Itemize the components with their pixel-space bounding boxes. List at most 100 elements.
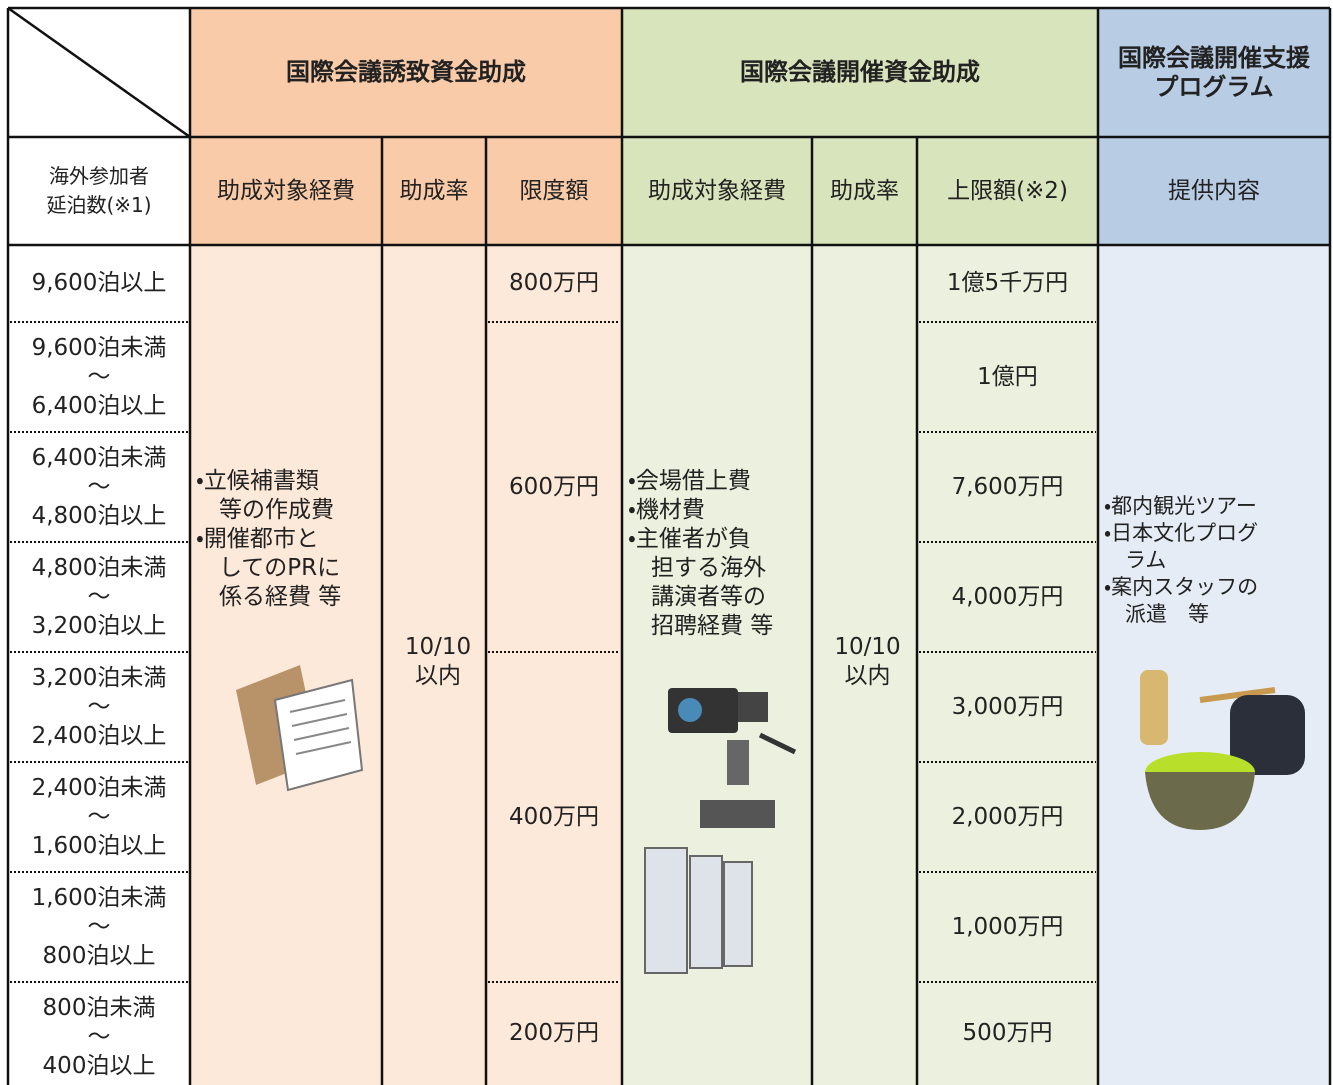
hosting-cap: 3,000万円 — [917, 652, 1098, 762]
cell-text: 500万円 — [962, 1020, 1053, 1046]
cell-text: 6,400泊未満 — [31, 444, 167, 471]
invitation-limit: 800万円 — [486, 245, 622, 322]
support-content: ・都内観光ツアー ・日本文化プログ ラム ・案内スタッフの 派遣 等 — [1098, 245, 1330, 1085]
cell-text: 2,000万円 — [951, 803, 1064, 830]
column-header: 助成対象経費 — [190, 137, 382, 245]
cell-text: 800泊以上 — [42, 942, 156, 969]
partition-illustration — [644, 847, 753, 974]
cell-text: 800泊未満 — [42, 994, 156, 1021]
cell-text: 延泊数(※1) — [46, 193, 152, 217]
column-header: 限度額 — [486, 137, 622, 245]
cell-text: 4,800泊以上 — [31, 502, 167, 529]
hosting-cap: 2,000万円 — [917, 762, 1098, 872]
cell-text: 3,200泊未満 — [31, 664, 167, 691]
cell-text: ・日本文化プログ — [1104, 521, 1259, 545]
cell-text: 以内 — [844, 663, 891, 689]
cell-text: 2,400泊未満 — [31, 774, 167, 801]
invitation-limit: 200万円 — [486, 982, 622, 1085]
cell-text: ～ — [87, 913, 111, 940]
cell-text: ～ — [87, 803, 111, 830]
cell-text: 600万円 — [509, 473, 599, 500]
cell-text: 助成率 — [830, 177, 899, 204]
cell-text: 1億5千万円 — [946, 270, 1069, 296]
cell-text: 担する海外 — [628, 555, 766, 581]
camera-illustration — [668, 688, 797, 828]
cell-text: 6,400泊以上 — [31, 392, 167, 419]
envelope-illustration — [236, 665, 364, 792]
cell-text: 1,000万円 — [951, 913, 1064, 940]
invitation-rate: 10/10 以内 — [382, 245, 486, 1085]
cell-text: 10/10 — [404, 634, 472, 660]
cell-text: 以内 — [415, 663, 461, 689]
row-label: 3,200泊未満～ 2,400泊以上 — [8, 652, 190, 762]
hosting-rate: 10/10 以内 — [812, 245, 917, 1085]
row-label: 1,600泊未満～ 800泊以上 — [8, 872, 190, 982]
hosting-cap: 1,000万円 — [917, 872, 1098, 982]
row-label: 9,600泊以上 — [8, 245, 190, 322]
cell-text: 等の作成費 — [196, 497, 334, 523]
row-label: 6,400泊未満～ 4,800泊以上 — [8, 432, 190, 542]
cell-text: 講演者等の — [628, 584, 766, 610]
cell-text: プログラム — [1154, 72, 1274, 101]
cell-text: 助成率 — [399, 177, 469, 204]
cell-text: ～ — [87, 693, 111, 720]
cell-text: 助成対象経費 — [217, 177, 355, 204]
column-header: 海外参加者延泊数(※1) — [8, 137, 190, 245]
cell-text: 係る経費 等 — [196, 584, 342, 610]
column-header: 上限額(※2) — [917, 137, 1098, 245]
cell-text: 1,600泊未満 — [31, 884, 167, 911]
cell-text: 招聘経費 等 — [628, 613, 774, 639]
cell-text: ～ — [87, 583, 111, 610]
cell-text: ～ — [87, 1023, 111, 1050]
cell-text: 9,600泊以上 — [31, 270, 167, 296]
cell-text: 9,600泊未満 — [31, 334, 167, 361]
cell-text: 3,000万円 — [951, 693, 1064, 720]
cell-text: 4,000万円 — [951, 583, 1064, 610]
cell-text: ～ — [87, 473, 111, 500]
cell-text: 400泊以上 — [42, 1052, 156, 1079]
cell-text: 国際会議開催資金助成 — [740, 58, 980, 86]
cell-text: してのPRに — [196, 555, 341, 581]
cell-text: 国際会議開催支援 — [1118, 43, 1310, 72]
column-header: 助成率 — [812, 137, 917, 245]
hosting-cap: 1億円 — [917, 322, 1098, 432]
group-header: 国際会議開催支援 プログラム — [1098, 8, 1330, 137]
cell-text: 7,600万円 — [951, 473, 1064, 500]
row-label: 9,600泊未満～ 6,400泊以上 — [8, 322, 190, 432]
hosting-cap: 4,000万円 — [917, 542, 1098, 652]
invitation-limit: 400万円 — [486, 652, 622, 982]
group-header: 国際会議誘致資金助成 — [190, 8, 622, 137]
cell-text: 限度額 — [519, 177, 589, 204]
cell-text: 上限額(※2) — [947, 177, 1068, 204]
cell-text: ・機材費 — [628, 497, 705, 523]
cell-text: ・都内観光ツアー — [1104, 494, 1257, 518]
cell-text: ・主催者が負 — [628, 526, 751, 552]
hosting-cap: 7,600万円 — [917, 432, 1098, 542]
cell-text: 400万円 — [509, 803, 599, 830]
cell-text: 海外参加者 — [49, 164, 149, 188]
cell-text: 助成対象経費 — [648, 177, 786, 204]
cell-text: ・会場借上費 — [628, 468, 751, 494]
row-label: 800泊未満～ 400泊以上 — [8, 982, 190, 1085]
cell-text: 10/10 — [834, 634, 901, 660]
row-label: 4,800泊未満～ 3,200泊以上 — [8, 542, 190, 652]
column-header: 助成対象経費 — [622, 137, 812, 245]
cell-text: 200万円 — [509, 1020, 599, 1046]
cell-text: 800万円 — [509, 270, 599, 296]
invitation-expenses: ・立候補書類 等の作成費・開催都市と してのPRに 係る経費 等 — [190, 245, 382, 1085]
cell-text: 4,800泊未満 — [31, 554, 167, 581]
cell-text: 提供内容 — [1168, 177, 1260, 204]
cell-text: 2,400泊以上 — [31, 722, 167, 749]
cell-text: ラム — [1104, 548, 1167, 572]
cell-text: ・立候補書類 — [196, 468, 319, 494]
cell-text: ・案内スタッフの — [1104, 575, 1259, 599]
cell-text: 国際会議誘致資金助成 — [286, 58, 526, 86]
group-header: 国際会議開催資金助成 — [622, 8, 1098, 137]
invitation-limit: 600万円 — [486, 322, 622, 652]
hosting-cap: 500万円 — [917, 982, 1098, 1085]
cell-text: ・開催都市と — [196, 526, 319, 552]
row-label: 2,400泊未満～ 1,600泊以上 — [8, 762, 190, 872]
cell-text: 1,600泊以上 — [31, 832, 167, 859]
